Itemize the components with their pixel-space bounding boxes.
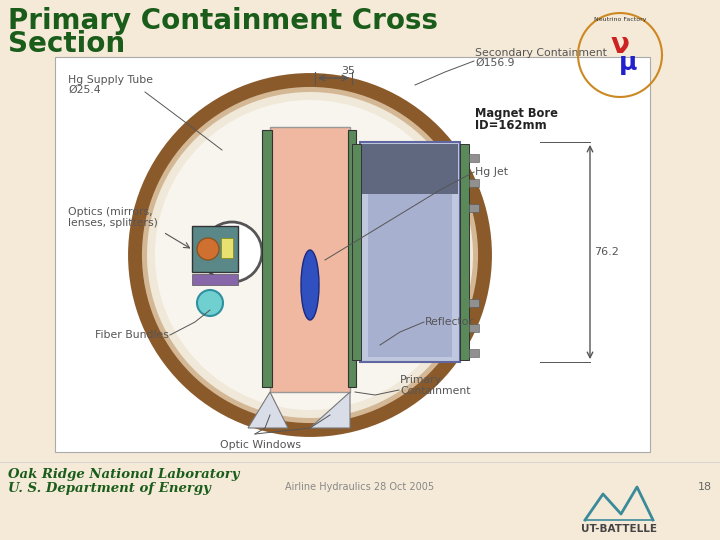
Bar <box>270 127 350 392</box>
Text: UT-BATTELLE: UT-BATTELLE <box>581 524 657 534</box>
Bar <box>192 226 238 272</box>
Text: Magnet Bore: Magnet Bore <box>475 107 558 120</box>
Circle shape <box>155 100 465 410</box>
Text: Section: Section <box>8 30 125 58</box>
Text: Optics (mirrors,: Optics (mirrors, <box>68 207 153 217</box>
Text: 35: 35 <box>341 66 356 76</box>
Bar <box>469 349 479 357</box>
Ellipse shape <box>301 250 319 320</box>
Circle shape <box>197 290 223 316</box>
Bar <box>469 154 479 162</box>
Polygon shape <box>310 392 350 428</box>
Bar <box>352 144 361 360</box>
Text: Hg Supply Tube: Hg Supply Tube <box>68 75 153 85</box>
Text: ν: ν <box>611 31 629 59</box>
Circle shape <box>202 222 262 282</box>
Text: Primary: Primary <box>400 375 442 385</box>
Text: 76.2: 76.2 <box>594 247 619 257</box>
Bar <box>469 204 479 212</box>
Bar <box>362 144 458 194</box>
Bar <box>221 238 233 258</box>
Bar <box>368 192 452 357</box>
Text: Reflector: Reflector <box>425 317 474 327</box>
Text: Fiber Bundles: Fiber Bundles <box>95 330 169 340</box>
Bar <box>55 57 650 452</box>
Bar <box>192 274 238 285</box>
Text: 18: 18 <box>698 482 712 492</box>
Text: Ø156.9: Ø156.9 <box>475 58 515 68</box>
Text: U. S. Department of Energy: U. S. Department of Energy <box>8 482 211 495</box>
Bar <box>469 299 479 307</box>
Circle shape <box>197 238 219 260</box>
Circle shape <box>147 92 473 418</box>
Polygon shape <box>248 392 288 428</box>
Text: µ: µ <box>618 51 637 75</box>
Bar <box>348 130 356 387</box>
Bar <box>469 179 479 187</box>
Text: Oak Ridge National Laboratory: Oak Ridge National Laboratory <box>8 468 240 481</box>
Text: Primary Containment Cross: Primary Containment Cross <box>8 7 438 35</box>
Text: Containment: Containment <box>400 386 470 396</box>
Text: Optic Windows: Optic Windows <box>220 440 301 450</box>
Text: Hg Jet: Hg Jet <box>475 167 508 177</box>
Text: Neutrino Factory: Neutrino Factory <box>594 17 647 22</box>
Bar <box>360 142 460 362</box>
Bar <box>262 130 272 387</box>
Text: Secondary Containment: Secondary Containment <box>475 48 607 58</box>
Text: Ø25.4: Ø25.4 <box>68 85 101 95</box>
Text: ID=162mm: ID=162mm <box>475 119 546 132</box>
Bar <box>469 324 479 332</box>
Text: Airline Hydraulics 28 Oct 2005: Airline Hydraulics 28 Oct 2005 <box>285 482 435 492</box>
Bar <box>460 144 469 360</box>
Text: lenses, splitters): lenses, splitters) <box>68 218 158 228</box>
Circle shape <box>135 80 485 430</box>
